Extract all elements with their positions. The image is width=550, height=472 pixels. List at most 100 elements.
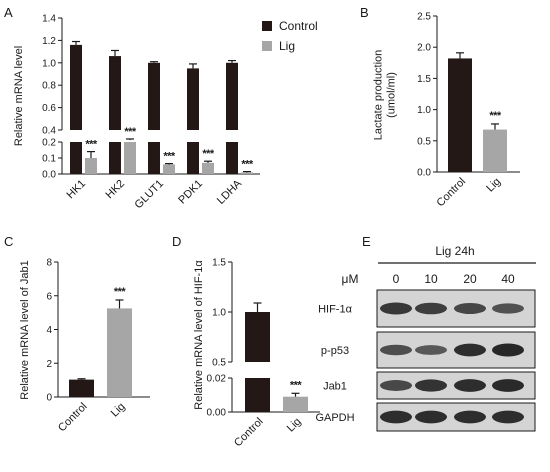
panel-a-legend-label-control: Control (279, 19, 318, 33)
panel-e-band (454, 343, 486, 357)
panel-a-bar-lig (163, 164, 175, 174)
panel-a-upper-y-tick-label: 1.2 (42, 36, 56, 47)
panel-e-dose-label: 10 (424, 272, 438, 286)
panel-c-x-tick-label: Control (56, 401, 90, 435)
panel-b-y-axis-label: Lactate production(umol/ml) (373, 50, 398, 141)
panel-a-significance-label: *** (241, 159, 254, 171)
panel-letter-b: B (360, 5, 369, 20)
panel-a-y-axis-label: Relative mRNA level (13, 46, 25, 146)
panel-letter-d: D (172, 234, 181, 249)
panel-c-y-tick-label: 2 (46, 359, 52, 370)
panel-e-band (380, 344, 412, 356)
panel-c-bar-lig (107, 308, 132, 397)
panel-e-band (454, 410, 486, 424)
panel-d-upper-y-tick-label: 0.5 (212, 358, 226, 369)
panel-a-lower-y-tick-label: 0.2 (42, 138, 56, 149)
panel-b-y-tick-label: 1.0 (417, 105, 431, 116)
panel-a-bar-control (226, 142, 238, 174)
panel-a-lower-y-tick-label: 0.1 (42, 154, 56, 165)
panel-a-bar-lig (241, 172, 253, 174)
panel-a-upper-y-tick-label: 1.4 (42, 14, 56, 25)
panel-a-bar-lig (202, 162, 214, 174)
panel-letter-e: E (362, 234, 371, 249)
panel-a-upper-y-tick-label: 0.4 (42, 126, 56, 137)
panel-a-significance-label: *** (202, 148, 215, 160)
panel-e-unit-label: μM (342, 272, 359, 286)
panel-a-bar-control (109, 56, 121, 130)
panel-e-title: Lig 24h (435, 244, 474, 258)
panel-e-band (380, 410, 412, 424)
panel-a-legend-swatch-control (262, 21, 272, 31)
panel-a-bar-lig (85, 158, 97, 174)
panel-e-band (415, 302, 447, 315)
panel-d-lower-y-tick-label: 0.02 (207, 374, 227, 385)
panel-a-bar-control (109, 142, 121, 174)
panel-a-bar-control (187, 142, 199, 174)
panel-a-bar-control (187, 68, 199, 130)
panel-e-row-label: HIF-1α (318, 304, 353, 316)
panel-d-significance-label: *** (290, 379, 303, 391)
panel-d-bar-control (245, 378, 270, 412)
panel-c-y-tick-label: 4 (46, 325, 52, 336)
panel-a-chart: 0.4 0.6 0.8 1.0 1.2 1.4 0.0 0.1 0.2 Relative mRNA… (13, 14, 318, 212)
panel-b-y-tick-label: 2.5 (417, 12, 431, 23)
panel-d-bar-control (245, 312, 270, 362)
panel-d-x-tick-label: Lig (285, 416, 304, 435)
panel-a-bar-control (70, 44, 82, 130)
panel-d-x-tick-label: Control (232, 416, 266, 450)
panel-e-band (492, 343, 524, 357)
panel-a-significance-label: *** (124, 126, 137, 138)
panel-b-chart: 0.0 0.5 1.0 1.5 2.0 2.5 Lactate production(umo… (373, 12, 520, 210)
panel-c-x-tick-label: Lig (109, 401, 128, 420)
panel-d-y-axis-label: Relative mRNA level of HIF-1α (193, 260, 205, 410)
panel-b-y-tick-label: 2.0 (417, 43, 431, 54)
panel-e-dose-label: 40 (501, 272, 515, 286)
panel-d-upper-y-tick-label: 1.0 (212, 308, 226, 319)
panel-e-band (492, 303, 524, 314)
panel-a-significance-label: *** (85, 139, 98, 151)
panel-e-band (415, 345, 447, 355)
panel-c-bar-control (69, 379, 94, 397)
panel-a-bar-control (148, 62, 160, 130)
panel-d-lower-y-tick-label: 0.00 (207, 408, 227, 419)
panel-e-row-label: Jab1 (323, 381, 347, 393)
panel-e-row-label: GAPDH (315, 412, 354, 424)
panel-a-bar-control (226, 62, 238, 130)
panel-e-band (415, 410, 447, 424)
panel-d-upper-y-tick-label: 1.5 (212, 258, 226, 269)
panel-d-bar-lig (283, 396, 308, 412)
panel-c-y-tick-label: 8 (46, 258, 52, 269)
panel-a-x-tick-label: HK2 (103, 178, 127, 202)
panel-c-y-tick-label: 6 (46, 291, 52, 302)
panel-a-upper-y-tick-label: 0.6 (42, 103, 56, 114)
panel-b-bar-control (448, 58, 472, 172)
panel-e-band (454, 302, 486, 315)
panel-a-x-tick-label: LDHA (215, 177, 245, 207)
panel-a-x-tick-label: GLUT1 (133, 178, 167, 212)
panel-e-band (492, 379, 524, 392)
panel-e-row-label: p-p53 (321, 345, 349, 357)
panel-c-y-axis-label: Relative mRNA level of Jab1 (19, 260, 31, 399)
panel-e-band (492, 410, 524, 424)
panel-a-x-tick-label: PDK1 (176, 178, 205, 207)
panel-b-x-tick-label: Lig (484, 176, 503, 195)
panel-e-band (454, 379, 486, 392)
panel-a-bar-lig (124, 142, 136, 174)
panel-a-bar-control (148, 142, 160, 174)
panel-a-upper-y-tick-label: 1.0 (42, 58, 56, 69)
panel-b-significance-label: *** (489, 110, 502, 122)
panel-b-y-tick-label: 0.0 (417, 168, 431, 179)
panel-b-y-tick-label: 1.5 (417, 74, 431, 85)
panel-b-bar-lig (483, 129, 507, 172)
panel-e-band (380, 302, 412, 315)
panel-b-x-tick-label: Control (435, 176, 469, 210)
panel-letter-a: A (4, 5, 13, 20)
panel-c-chart: 0 2 4 6 8 Relative mRNA level of Jab1 Control *… (19, 258, 150, 435)
panel-a-legend-label-lig: Lig (279, 39, 295, 53)
panel-e-band (415, 379, 447, 392)
panel-b-y-tick-label: 0.5 (417, 136, 431, 147)
panel-a-x-tick-label: HK1 (64, 178, 88, 202)
panel-a-upper-y-tick-label: 0.8 (42, 81, 56, 92)
panel-a-legend-swatch-lig (262, 41, 272, 51)
